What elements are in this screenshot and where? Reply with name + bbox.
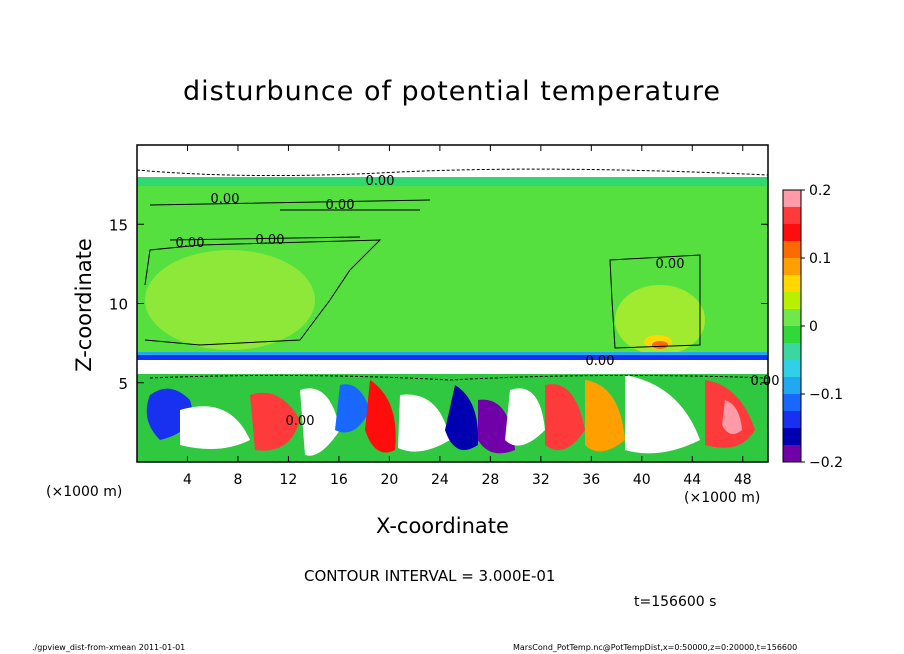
interface-white <box>137 360 768 374</box>
contour-interval-text: CONTOUR INTERVAL = 3.000E-01 <box>304 567 556 585</box>
eddy-6 <box>365 380 396 453</box>
contour-line-4 <box>137 168 768 177</box>
x-tick-label: 24 <box>431 472 449 488</box>
colorbar-swatch <box>783 360 801 378</box>
contour-label: 0.00 <box>176 236 205 251</box>
eddy-2 <box>180 406 250 449</box>
eddy-7 <box>398 394 450 452</box>
x-tick-label: 36 <box>582 472 600 488</box>
x-tick-label: 44 <box>683 472 701 488</box>
contour-label: 0.00 <box>586 354 615 369</box>
colorbar-swatch <box>783 292 801 310</box>
interface-cyan <box>137 352 768 356</box>
footer-right: MarsCond_PotTemp.nc@PotTempDist,x=0:5000… <box>513 643 798 652</box>
colorbar: 0.2 0.1 0 −0.1 −0.2 <box>782 183 843 471</box>
contour-label: 0.00 <box>211 192 240 207</box>
x-tick-label: 12 <box>280 472 298 488</box>
blob-orange <box>652 341 668 349</box>
contour-label: 0.00 <box>326 198 355 213</box>
y-tick-label: 5 <box>118 375 128 393</box>
colorbar-swatch <box>783 275 801 293</box>
colorbar-swatch <box>783 445 801 463</box>
colorbar-tick-label: 0.1 <box>809 251 831 267</box>
eddy-13 <box>625 375 700 454</box>
x-tick-label: 40 <box>633 472 651 488</box>
x-tick-label: 48 <box>734 472 752 488</box>
colorbar-tick-label: −0.2 <box>809 455 843 471</box>
time-stamp: t=156600 s <box>634 594 717 610</box>
y-tick-label: 15 <box>109 216 128 234</box>
colorbar-swatch <box>783 190 801 208</box>
chart-title: disturbunce of potential temperature <box>183 76 721 107</box>
contour-line-1 <box>144 239 382 346</box>
eddy-12 <box>585 380 625 452</box>
colorbar-swatch <box>783 326 801 344</box>
contour-label: 0.00 <box>256 233 285 248</box>
eddy-4 <box>300 388 340 456</box>
contour-label: 0.00 <box>366 174 395 189</box>
colorbar-tick-label: −0.1 <box>809 387 843 403</box>
y-tick-label: 10 <box>109 296 128 314</box>
eddy-11 <box>545 384 585 450</box>
colorbar-swatch <box>783 394 801 412</box>
colorbar-swatch <box>783 309 801 327</box>
colorbar-swatch <box>783 207 801 225</box>
footer-left: ./gpview_dist-from-xmean 2011-01-01 <box>32 643 186 652</box>
x-tick-label: 4 <box>183 472 192 488</box>
eddy-3 <box>250 392 300 451</box>
blob-left <box>145 250 315 350</box>
colorbar-swatch <box>783 224 801 242</box>
contour-line-2 <box>609 254 701 349</box>
x-axis: 4 8 12 16 20 24 28 32 36 40 44 48 <box>183 145 752 488</box>
contour-label: 0.00 <box>656 257 685 272</box>
colorbar-swatch <box>783 241 801 259</box>
x-tick-label: 16 <box>330 472 348 488</box>
contour-label: 0.00 <box>286 414 315 429</box>
colorbar-tick-label: 0.2 <box>809 183 831 199</box>
x-axis-unit-right: (×1000 m) <box>684 490 761 506</box>
field-upper-edge <box>137 176 768 186</box>
eddy-15 <box>722 400 742 434</box>
y-axis: 5 10 15 <box>109 216 768 393</box>
colorbar-swatch <box>783 343 801 361</box>
x-tick-label: 28 <box>481 472 499 488</box>
x-axis-label: X-coordinate <box>376 514 509 538</box>
colorbar-swatch <box>783 377 801 395</box>
eddy-10 <box>505 388 545 446</box>
contour-labels: 0.00 0.00 0.00 0.00 0.00 0.00 0.00 0.00 0.00 <box>176 174 780 429</box>
eddy-8 <box>445 385 479 450</box>
field-top-band <box>137 145 768 177</box>
contour-line-5 <box>149 374 768 381</box>
x-axis-unit-left: (×1000 m) <box>46 484 123 500</box>
x-tick-label: 8 <box>233 472 242 488</box>
plot-area <box>137 145 768 462</box>
interface-blue <box>137 355 768 360</box>
x-tick-label: 32 <box>532 472 550 488</box>
colorbar-swatch <box>783 258 801 276</box>
colorbar-swatch <box>783 428 801 446</box>
contour-line-3 <box>149 199 431 241</box>
colorbar-swatch <box>783 411 801 429</box>
x-tick-label: 20 <box>380 472 398 488</box>
contour-label: 0.00 <box>751 374 780 389</box>
colorbar-tick-label: 0 <box>809 319 818 335</box>
eddy-5 <box>335 384 370 433</box>
blob-right <box>615 285 705 355</box>
